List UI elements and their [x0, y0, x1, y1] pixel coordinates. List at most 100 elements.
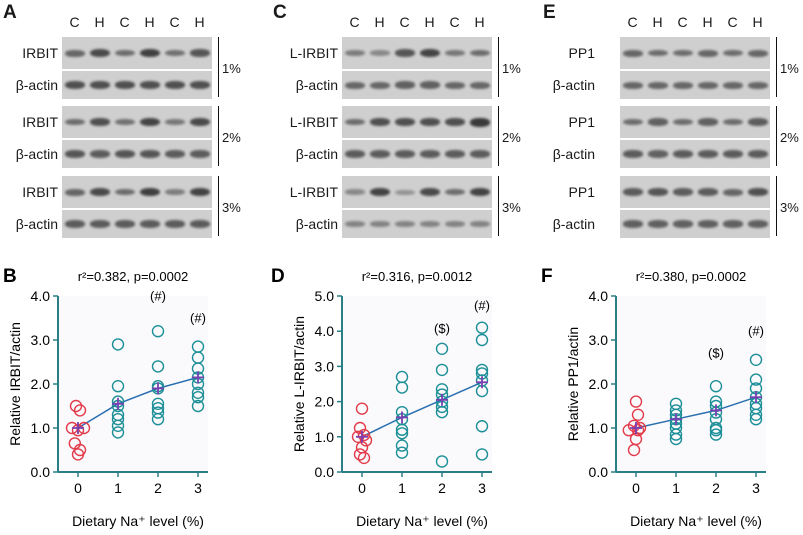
- salt-level-label: 2%: [502, 130, 521, 145]
- blot-band: [369, 150, 390, 158]
- blot-band: [139, 220, 160, 228]
- blot-band: [697, 220, 718, 228]
- y-tick-label: 3.0: [315, 358, 335, 374]
- blot-row-label: L-IRBIT: [289, 114, 338, 130]
- blot-band: [139, 150, 160, 158]
- blot-band: [672, 188, 693, 196]
- data-point: [151, 397, 165, 410]
- lane-label: C: [119, 14, 130, 30]
- data-point: [151, 413, 165, 426]
- blot-band: [444, 221, 465, 227]
- blot-band: [114, 118, 135, 126]
- data-point: [73, 404, 87, 417]
- blot-band: [394, 221, 415, 227]
- group-bracket: [776, 37, 777, 97]
- x-tick-label: 1: [398, 480, 406, 496]
- data-point: [395, 423, 409, 436]
- blot-strip: [62, 71, 212, 99]
- x-tick-label: 2: [438, 480, 446, 496]
- data-point: [395, 446, 409, 459]
- blot-band: [697, 150, 718, 158]
- blot-strip: [620, 210, 770, 238]
- chart-title: r²=0.380, p=0.0002: [636, 269, 747, 284]
- data-point: [353, 448, 367, 461]
- group-bracket: [776, 106, 777, 166]
- blot-band: [722, 118, 743, 126]
- blot-band: [139, 187, 160, 197]
- lane-label: C: [677, 14, 688, 30]
- data-point: [111, 426, 125, 439]
- blot-row-label: β-actin: [295, 216, 338, 232]
- blot-band: [369, 221, 390, 227]
- blot-row-label: L-IRBIT: [289, 184, 338, 200]
- data-point: [435, 342, 449, 355]
- blot-band: [747, 81, 768, 89]
- blot-band: [419, 187, 440, 197]
- blot-band: [64, 49, 85, 57]
- blot-band: [469, 150, 490, 158]
- x-tick-label: 1: [114, 480, 122, 496]
- x-tick-label: 3: [752, 480, 760, 496]
- blot-band: [747, 188, 768, 196]
- panel-letter: D: [271, 266, 285, 287]
- panel-letter: E: [543, 2, 556, 23]
- blot-row-label: β-actin: [552, 146, 595, 162]
- blot-band: [647, 188, 668, 196]
- data-point: [191, 391, 205, 404]
- data-point: [435, 455, 449, 468]
- blot-row-label: PP1: [568, 45, 595, 61]
- blot-band: [189, 150, 210, 158]
- data-point: [475, 420, 489, 433]
- blot-band: [114, 188, 135, 196]
- blot-band: [747, 150, 768, 158]
- group-bracket: [498, 176, 499, 236]
- blot-strip: [620, 37, 770, 69]
- blot-band: [722, 49, 743, 57]
- blot-band: [697, 49, 718, 57]
- data-point: [749, 373, 763, 386]
- blot-band: [419, 221, 440, 227]
- blot-band: [164, 220, 185, 228]
- y-tick-label: 0.0: [31, 464, 51, 480]
- group-bracket: [218, 37, 219, 97]
- x-tick-label: 0: [632, 480, 640, 496]
- blot-band: [64, 150, 85, 158]
- significance-label: ($): [708, 346, 724, 361]
- blot-row-label: PP1: [568, 114, 595, 130]
- blot-band: [89, 118, 110, 126]
- data-point: [709, 428, 723, 441]
- blot-band: [114, 49, 135, 57]
- blot-band: [444, 150, 465, 158]
- blot-band: [189, 117, 210, 127]
- blot-band: [672, 81, 693, 89]
- blot-band: [344, 118, 365, 126]
- salt-level-label: 1%: [780, 61, 799, 76]
- blot-band: [344, 221, 365, 227]
- group-bracket: [498, 37, 499, 97]
- blot-strip: [62, 37, 212, 69]
- blot-strip: [62, 210, 212, 238]
- blot-strip: [62, 106, 212, 138]
- blot-band: [697, 81, 718, 89]
- blot-strip: [342, 140, 492, 168]
- data-point: [111, 338, 125, 351]
- blot-band: [89, 187, 110, 197]
- group-bracket: [218, 176, 219, 236]
- blot-band: [444, 81, 465, 89]
- blot-band: [189, 81, 210, 89]
- blot-band: [622, 220, 643, 228]
- blot-band: [344, 50, 365, 56]
- lane-label: C: [627, 14, 638, 30]
- blot-band: [64, 220, 85, 228]
- data-point: [622, 424, 635, 437]
- blot-row-label: IRBIT: [22, 45, 58, 61]
- blot-band: [647, 118, 668, 126]
- data-point: [151, 406, 165, 419]
- blot-row-label: β-actin: [295, 146, 338, 162]
- blot-band: [444, 49, 465, 57]
- data-point: [669, 432, 683, 446]
- blot-strip: [620, 176, 770, 208]
- blot-strip: [342, 71, 492, 99]
- significance-label: (#): [474, 298, 490, 313]
- y-tick-label: 3.0: [31, 332, 51, 348]
